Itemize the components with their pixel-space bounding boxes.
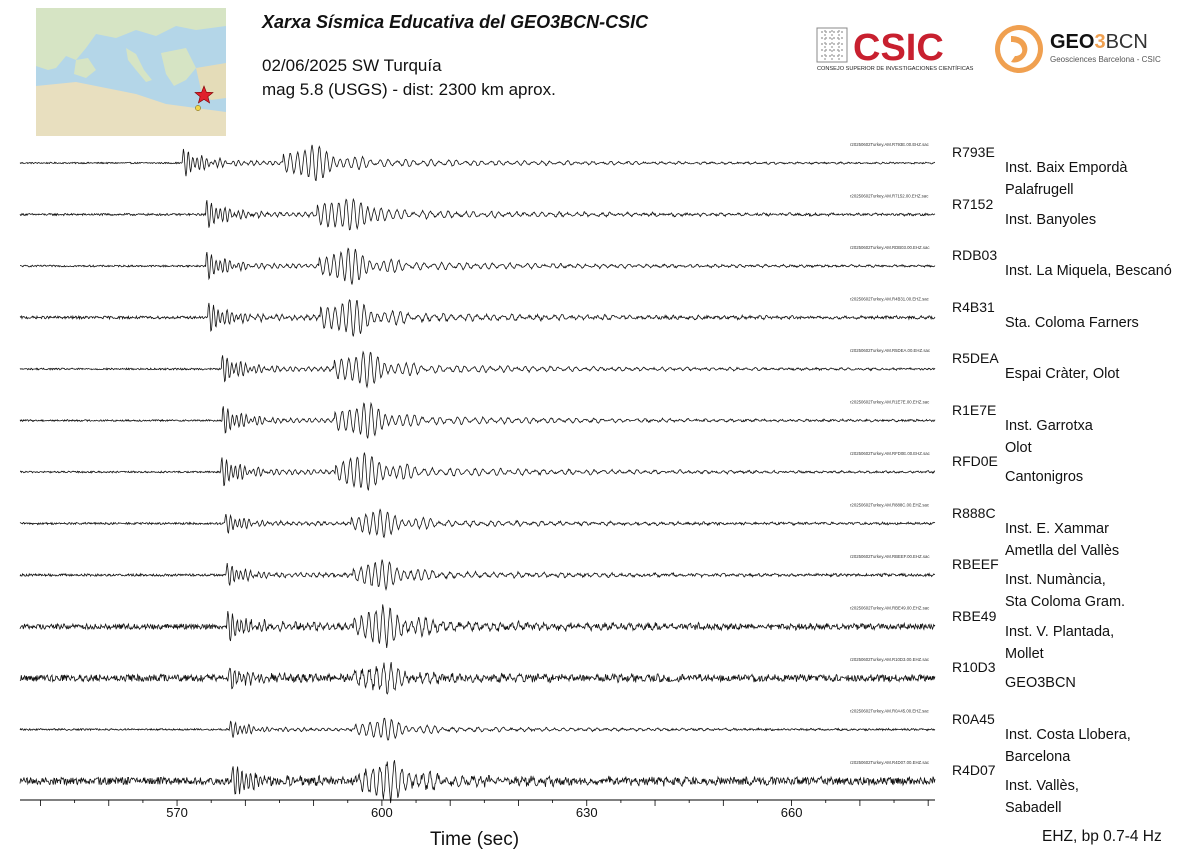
trace-RFD0E: [19, 452, 936, 491]
file-label-R888C: r20250602Turkey.AM.R888C.00.EHZ.sac: [850, 503, 930, 508]
geo3bcn-wordmark-bcn: BCN: [1106, 31, 1148, 53]
station-site-R793E-0: Inst. Baix Empordà: [1005, 160, 1128, 176]
file-label-R7152: r20250602Turkey.AM.R7152.00.EHZ.sac: [850, 194, 929, 199]
station-code-R7152: R7152: [952, 195, 994, 212]
station-site-R5DEA-0: Espai Cràter, Olot: [1005, 366, 1120, 382]
trace-RBEEF: [19, 559, 936, 591]
csic-subtext: CONSEJO SUPERIOR DE INVESTIGACIONES CIEN…: [817, 65, 974, 72]
file-label-R0A45: r20250602Turkey.AM.R0A45.00.EHZ.sac: [850, 709, 930, 714]
trace-R7152: [19, 197, 936, 231]
trace-R1E7E: [19, 401, 936, 439]
geo3bcn-subtext: Geosciences Barcelona - CSIC: [1050, 55, 1161, 64]
file-label-RBE49: r20250602Turkey.AM.RBE49.00.EHZ.sac: [850, 606, 930, 611]
csic-wordmark: CSIC: [853, 27, 944, 69]
station-code-RDB03: RDB03: [952, 247, 998, 263]
csic-logo: CSIC CONSEJO SUPERIOR DE INVESTIGACIONES…: [815, 24, 990, 74]
station-marker-icon: [195, 105, 201, 111]
station-code-R0A45: R0A45: [952, 710, 995, 727]
station-code-R5DEA: R5DEA: [952, 350, 999, 366]
geo3bcn-wordmark: GEO3BCN: [1050, 31, 1148, 53]
station-code-R4D07: R4D07: [952, 762, 996, 778]
file-label-R4D07: r20250602Turkey.AM.R4D07.00.EHZ.sac: [850, 760, 930, 765]
geo3bcn-wordmark-geo: GEO: [1050, 31, 1094, 53]
map-balkans: [161, 48, 196, 86]
station-code-R1E7E: R1E7E: [952, 401, 997, 418]
file-label-group: r20250602Turkey.AM.R793E.00.EHZ.sac r2025…: [850, 142, 931, 765]
station-site-RDB03-0: Inst. La Miquela, Bescanó: [1005, 263, 1172, 279]
station-site-R4B31-0: Sta. Coloma Farners: [1005, 314, 1139, 331]
x-tick-label-600: 600: [371, 805, 393, 820]
x-tick-label-570: 570: [166, 805, 188, 820]
x-tick-label-660: 660: [780, 805, 803, 820]
station-site-RBEEF-0: Inst. Numància,: [1005, 572, 1106, 588]
map-iberia: [74, 58, 96, 78]
trace-R888C: [19, 508, 936, 539]
filter-label: EHZ, bp 0.7-4 Hz: [1042, 828, 1162, 845]
map-north-africa: [36, 82, 226, 136]
station-code-RBEEF: RBEEF: [952, 556, 999, 572]
map-svg: [36, 8, 226, 136]
csic-logo-svg: CSIC CONSEJO SUPERIOR DE INVESTIGACIONES…: [816, 27, 974, 72]
trace-group: [19, 144, 936, 804]
station-code-RFD0E: RFD0E: [952, 453, 998, 469]
station-site-R1E7E-1: Olot: [1005, 439, 1032, 456]
station-code-R10D3: R10D3: [952, 659, 996, 675]
csic-emblem-icon: [816, 27, 848, 63]
event-description: 02/06/2025 SW Turquía: [262, 56, 442, 75]
station-code-R888C: R888C: [952, 504, 996, 521]
trace-R4D07: [19, 760, 936, 804]
station-code-R4B31: R4B31: [952, 298, 995, 315]
location-map: [36, 8, 226, 136]
file-label-R4B31: r20250602Turkey.AM.R4B31.00.EHZ.sac: [850, 297, 930, 302]
station-code-RBE49: RBE49: [952, 607, 997, 624]
geo3bcn-logo-svg: GEO3BCN Geosciences Barcelona - CSIC: [995, 25, 1161, 73]
station-site-RBE49-0: Inst. V. Plantada,: [1005, 623, 1115, 640]
file-label-R1E7E: r20250602Turkey.AM.R1E7E.00.EHZ.sac: [850, 400, 930, 405]
trace-R4B31: [19, 299, 936, 337]
trace-R0A45: [19, 717, 936, 741]
station-site-R0A45-0: Inst. Costa Llobera,: [1005, 726, 1131, 743]
file-label-RBEEF: r20250602Turkey.AM.RBEEF.00.EHZ.sac: [850, 554, 930, 559]
station-site-R4D07-1: Sabadell: [1005, 800, 1062, 816]
x-axis-label: Time (sec): [430, 829, 520, 850]
file-label-RDB03: r20250602Turkey.AM.RDB03.00.EHZ.sac: [850, 245, 930, 250]
trace-RBE49: [19, 604, 936, 648]
geo3bcn-wordmark-3: 3: [1094, 31, 1105, 53]
map-europe: [36, 8, 226, 70]
x-tick-label-630: 630: [575, 805, 598, 820]
trace-R793E: [19, 144, 936, 182]
station-site-R0A45-1: Barcelona: [1005, 748, 1071, 765]
file-label-R793E: r20250602Turkey.AM.R793E.00.EHZ.sac: [850, 142, 930, 147]
station-site-RFD0E-0: Cantonigros: [1005, 469, 1084, 485]
trace-R5DEA: [19, 350, 936, 389]
station-site-R4D07-0: Inst. Vallès,: [1005, 778, 1079, 794]
geo3bcn-logo: GEO3BCN Geosciences Barcelona - CSIC: [993, 22, 1173, 76]
station-site-R888C-1: Ametlla del Vallès: [1005, 542, 1120, 559]
file-label-R5DEA: r20250602Turkey.AM.R5DEA.00.EHZ.sac: [850, 348, 931, 353]
station-site-R1E7E-0: Inst. Garrotxa: [1005, 417, 1093, 434]
station-code-R793E: R793E: [952, 144, 995, 160]
trace-R10D3: [19, 662, 936, 695]
file-label-RFD0E: r20250602Turkey.AM.RFD0E.00.EHZ.sac: [850, 451, 931, 456]
station-site-RBEEF-1: Sta Coloma Gram.: [1005, 594, 1126, 610]
page-title: Xarxa Sísmica Educativa del GEO3BCN-CSIC: [262, 12, 649, 32]
magnitude-distance: mag 5.8 (USGS) - dist: 2300 km aprox.: [262, 80, 556, 99]
map-italy: [126, 48, 152, 82]
station-site-RBE49-1: Mollet: [1005, 645, 1044, 662]
geo3bcn-emblem-icon: [995, 25, 1043, 73]
x-axis: [20, 799, 935, 806]
station-site-R10D3-0: GEO3BCN: [1005, 675, 1076, 691]
station-site-R793E-1: Palafrugell: [1005, 182, 1074, 198]
file-label-R10D3: r20250602Turkey.AM.R10D3.00.EHZ.sac: [850, 657, 930, 662]
station-site-R7152-0: Inst. Banyoles: [1005, 211, 1097, 228]
station-site-R888C-0: Inst. E. Xammar: [1005, 520, 1109, 537]
epicenter-star-icon: [194, 85, 214, 104]
trace-RDB03: [20, 247, 936, 285]
